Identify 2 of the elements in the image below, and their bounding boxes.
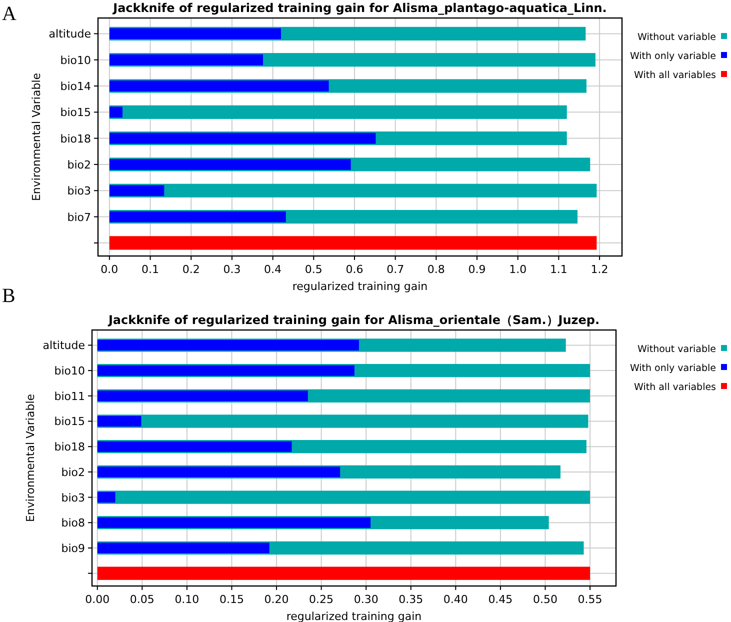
title: Jackknife of regularized training gain for Alisma_plantago-aquatica_Linn. <box>113 1 607 15</box>
title: Jackknife of regularized training gain for Alisma_orientale（Sam.）Juzep. <box>108 313 600 327</box>
